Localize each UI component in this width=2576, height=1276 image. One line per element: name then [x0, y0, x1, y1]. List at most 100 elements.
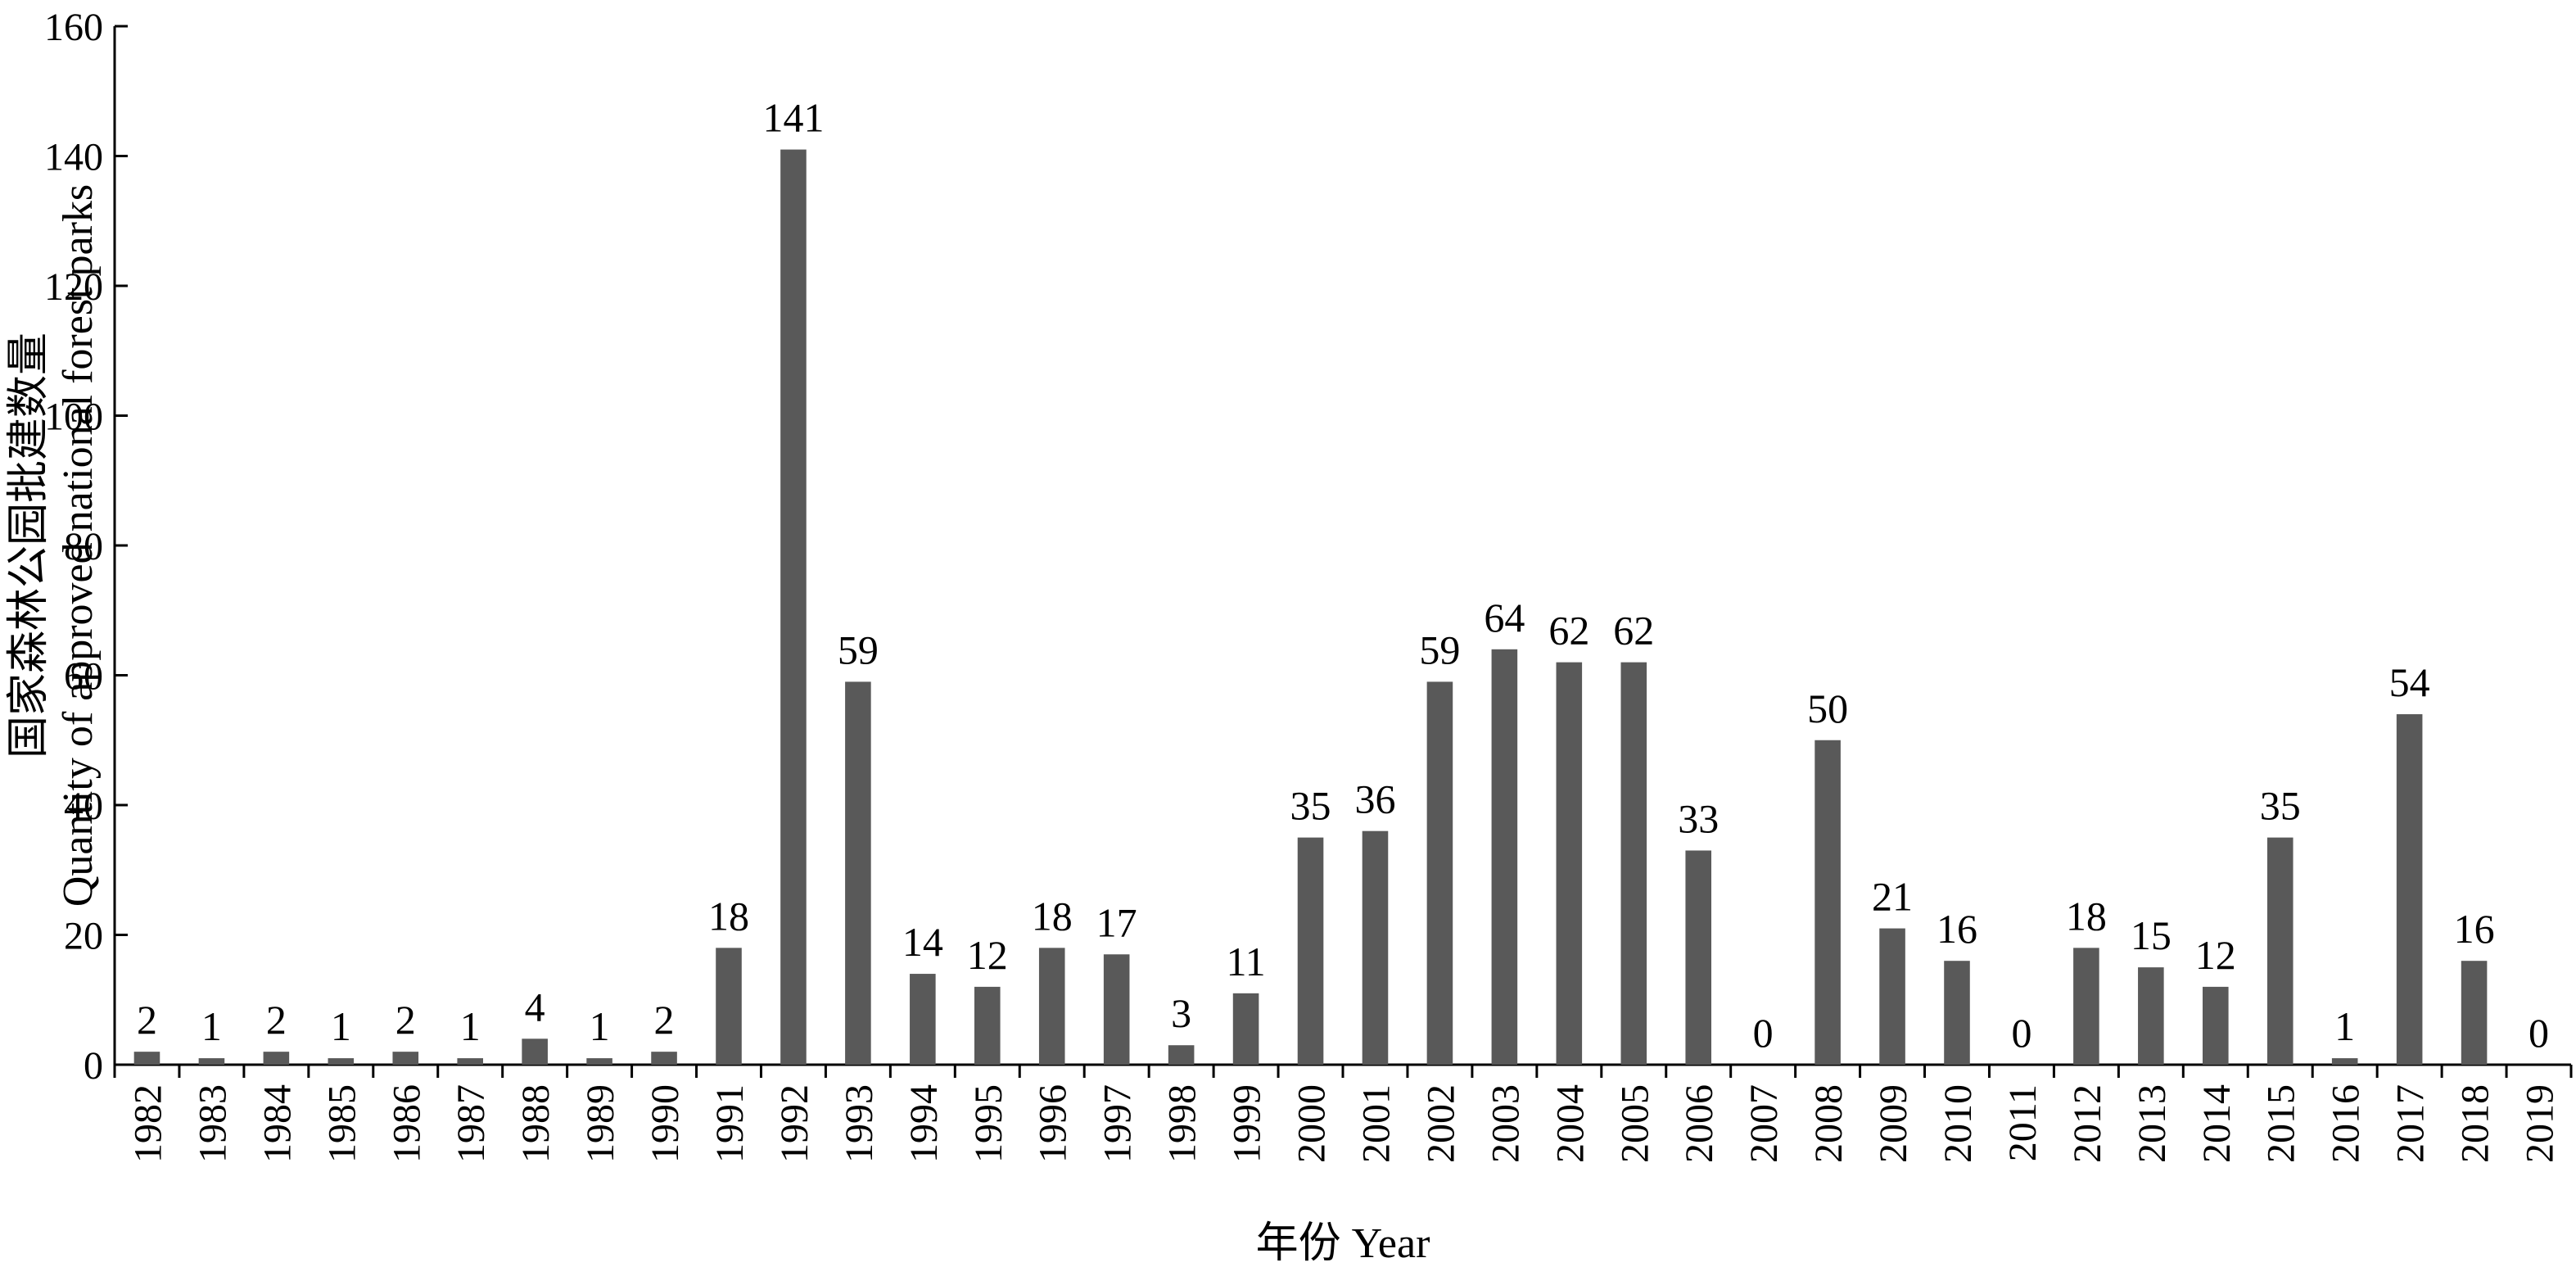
bar-series: [133, 149, 2488, 1066]
bar: [263, 1052, 290, 1065]
x-tick-label: 2008: [1807, 1084, 1851, 1163]
x-tick-label: 2007: [1742, 1084, 1786, 1163]
bar: [1814, 740, 1841, 1065]
bar-value-label: 2: [395, 997, 416, 1043]
bar: [1232, 993, 1259, 1065]
y-tick-label: 20: [64, 915, 103, 958]
bar: [716, 948, 742, 1065]
x-tick-label: 2004: [1548, 1084, 1592, 1163]
bar: [2331, 1058, 2358, 1065]
bar-value-label: 2: [266, 997, 287, 1043]
bar-value-label: 18: [2066, 893, 2107, 939]
bar-value-label: 36: [1354, 776, 1395, 822]
bar-value-label: 54: [2389, 659, 2430, 705]
bar-value-label: 50: [1807, 686, 1848, 731]
axis-titles: 年份 Year 国家森林公园批建数量 Quantity of approved …: [6, 184, 1430, 1267]
x-tick-label: 1993: [838, 1084, 881, 1163]
x-tick-label: 1986: [385, 1084, 428, 1163]
y-tick-label: 40: [64, 785, 103, 828]
bar-value-label: 0: [2011, 1010, 2031, 1056]
x-tick-label: 2014: [2195, 1084, 2239, 1163]
bar: [1491, 649, 1518, 1065]
x-tick-label: 1991: [708, 1084, 752, 1163]
bar-value-label: 2: [654, 997, 675, 1043]
bar: [1685, 850, 1711, 1065]
bar-value-label: 64: [1484, 595, 1525, 640]
bar: [198, 1058, 225, 1065]
y-tick-label: 160: [44, 6, 103, 49]
x-tick-label: 2015: [2260, 1084, 2303, 1163]
bar: [133, 1052, 160, 1065]
x-tick-label: 1985: [320, 1084, 364, 1163]
bar: [2138, 967, 2164, 1065]
x-tick-label: 2010: [1937, 1084, 1980, 1163]
bar-value-label: 16: [2454, 906, 2495, 952]
bar-value-label: 4: [525, 984, 545, 1029]
bar: [2396, 714, 2423, 1065]
bar-value-label: 3: [1171, 990, 1191, 1036]
bar: [2266, 837, 2294, 1065]
bar-value-label: 0: [2529, 1010, 2549, 1056]
y-axis-title-english: Quantity of approved national forest par…: [55, 184, 102, 907]
bar-value-label: 1: [460, 1003, 481, 1049]
x-tick-label: 2013: [2131, 1084, 2174, 1163]
bar: [1168, 1045, 1195, 1065]
bar-value-label: 14: [902, 919, 943, 965]
bar-value-label: 1: [590, 1003, 610, 1049]
x-tick-label: 1992: [773, 1084, 816, 1163]
bar-value-label: 16: [1937, 906, 1977, 952]
bar: [910, 974, 936, 1065]
bar: [651, 1052, 677, 1065]
bar-value-label: 18: [1032, 893, 1073, 939]
x-tick-label: 1983: [191, 1084, 234, 1163]
bar: [586, 1058, 612, 1065]
bar: [2073, 948, 2099, 1065]
x-tick-label: 2019: [2519, 1084, 2562, 1163]
bar-value-label: 2: [137, 997, 157, 1043]
bar-value-label: 17: [1096, 899, 1137, 945]
x-tick-label: 1984: [255, 1084, 299, 1163]
bar-value-label: 35: [1290, 783, 1331, 829]
x-tick-label: 2000: [1290, 1084, 1334, 1163]
x-tick-label: 1995: [967, 1084, 1010, 1163]
bar-value-label: 12: [967, 932, 1008, 978]
bar: [457, 1058, 483, 1065]
bar-value-label: 0: [1753, 1010, 1774, 1056]
x-tick-label: 2003: [1484, 1084, 1527, 1163]
y-tick-label: 80: [64, 525, 103, 568]
bar-value-label: 62: [1548, 608, 1589, 654]
bar: [1620, 662, 1647, 1065]
x-tick-label: 2016: [2325, 1084, 2368, 1163]
bar-value-label: 15: [2131, 912, 2172, 958]
bar: [845, 681, 871, 1065]
bar: [522, 1038, 548, 1065]
y-tick-label: 0: [84, 1044, 103, 1088]
x-tick-label: 2009: [1872, 1084, 1915, 1163]
y-tick-label: 120: [44, 265, 103, 309]
bar: [1879, 928, 1905, 1065]
bar-value-label: 1: [2334, 1003, 2355, 1049]
bar-value-label: 59: [838, 627, 879, 672]
x-tick-label: 1999: [1226, 1084, 1269, 1163]
x-tick-label: 2001: [1354, 1084, 1398, 1163]
bar-value-label: 35: [2260, 783, 2301, 829]
x-tick-label: 2005: [1613, 1084, 1656, 1163]
y-axis: 0 20 40 60 80 100 120 140 160: [44, 6, 128, 1088]
x-tick-label: 2002: [1419, 1084, 1462, 1163]
x-tick-label: 1994: [902, 1084, 946, 1163]
bar-value-label: 1: [201, 1003, 222, 1049]
bar: [1103, 954, 1130, 1065]
bar: [392, 1052, 419, 1065]
bar-value-label: 12: [2195, 932, 2236, 978]
x-tick-label: 2012: [2066, 1084, 2109, 1163]
bar-value-label: 18: [708, 893, 749, 939]
x-axis: 1982 1983 1984 1985 1986 1987 1988 1989 1990 1991…: [113, 1063, 2573, 1163]
x-tick-label: 1989: [579, 1084, 622, 1163]
x-tick-label: 1982: [126, 1084, 169, 1163]
y-tick-label: 100: [44, 396, 103, 439]
bar-value-label: 62: [1613, 608, 1654, 654]
bar: [1297, 837, 1324, 1065]
bar-value-label: 33: [1678, 795, 1719, 841]
